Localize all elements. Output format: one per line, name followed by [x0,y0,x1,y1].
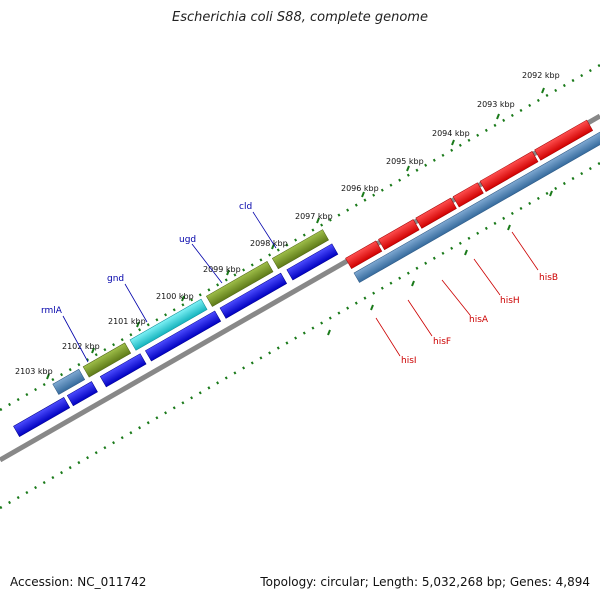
gene-hisH-arrow [452,182,484,208]
gene-rmlA-box [52,368,86,395]
scale-label: 2093 kbp [477,100,515,109]
scale-label: 2103 kbp [15,367,53,376]
scale-label: 2097 kbp [295,212,333,221]
gene-hisB-arrow [479,151,539,192]
gene-cld-box [271,229,329,270]
forward-label-leaders [375,231,539,357]
scale-label: 2101 kbp [108,317,146,326]
gene-next-arrow [534,119,594,161]
gene-label-rmlA: rmlA [41,306,63,316]
outer-ring-major-ticks [46,87,545,380]
gene-label-hisA: hisA [469,315,489,325]
genome-info-label: Topology: circular; Length: 5,032,268 bp… [260,575,590,589]
gene-label-cld: cld [239,202,252,212]
map-title: Escherichia coli S88, complete genome [172,10,428,25]
gene-label-gnd: gnd [107,274,124,284]
gene-label-hisH: hisH [500,296,520,306]
scale-label: 2094 kbp [432,129,470,138]
gene-label-ugd: ugd [179,235,196,245]
gene-box-olive-a [82,342,132,378]
outer-scale-ring [0,63,600,412]
cds-blue-3 [99,353,147,388]
gene-hisF-arrow [378,219,420,251]
cds-blue-1 [13,397,71,437]
gene-label-hisB: hisB [539,273,558,283]
reverse-gene-labels: rmlA gnd ugd cld [41,202,252,316]
reverse-strand-genes [13,229,339,437]
inner-ring-major-ticks [327,190,553,336]
accession-label: Accession: NC_011742 [10,575,147,589]
scale-label: 2092 kbp [522,71,560,80]
scale-labels: 2092 kbp 2093 kbp 2094 kbp 2095 kbp 2096… [15,71,560,376]
gene-label-hisF: hisF [433,337,451,347]
gene-hisA-arrow [415,197,457,229]
gene-gnd-box [129,298,208,351]
cds-blue-5 [219,272,288,319]
scale-label: 2102 kbp [62,342,100,351]
scale-label: 2100 kbp [156,292,194,301]
gene-ugd-box [206,261,274,307]
cds-blue-4 [145,310,222,362]
scale-label: 2098 kbp [250,239,288,248]
reverse-label-leaders [62,211,277,363]
scale-label: 2095 kbp [386,157,424,166]
gene-label-hisI: hisI [401,356,417,366]
forward-strand-genes [345,119,600,283]
scale-label: 2099 kbp [203,265,241,274]
cds-blue-6 [286,243,339,281]
scale-label: 2096 kbp [341,184,379,193]
cds-blue-2 [66,381,98,407]
forward-gene-labels: hisB hisH hisA hisF hisI [401,273,558,366]
gene-hisI-arrow [345,240,383,269]
his-operon-bar [353,128,600,283]
